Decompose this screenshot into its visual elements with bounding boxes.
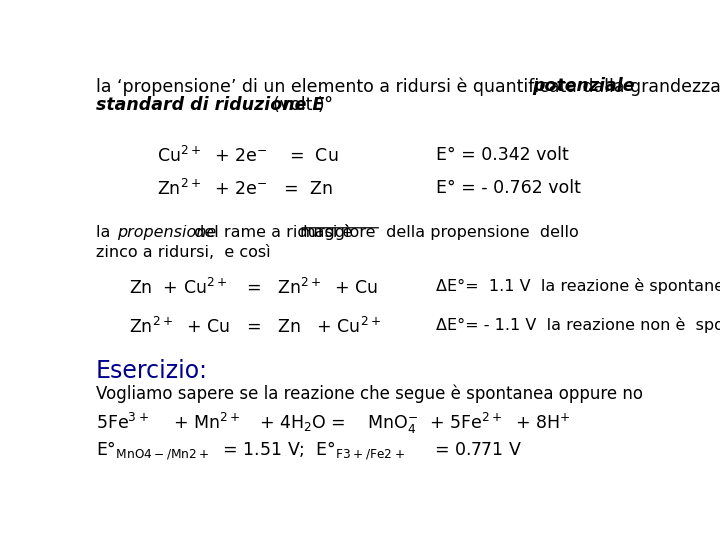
Text: Esercizio:: Esercizio: [96,359,207,383]
Text: standard di riduzione E°: standard di riduzione E° [96,96,333,114]
Text: Cu$^{2+}$  + 2e$^{-}$    =  Cu: Cu$^{2+}$ + 2e$^{-}$ = Cu [157,146,338,166]
Text: Zn  + Cu$^{2+}$   =   Zn$^{2+}$  + Cu: Zn + Cu$^{2+}$ = Zn$^{2+}$ + Cu [129,278,378,298]
Text: ΔE°= - 1.1 V  la reazione non è  spontanea: ΔE°= - 1.1 V la reazione non è spontanea [436,317,720,333]
Text: E° = - 0.762 volt: E° = - 0.762 volt [436,179,581,197]
Text: ΔE°=  1.1 V  la reazione è spontanea: ΔE°= 1.1 V la reazione è spontanea [436,278,720,294]
Text: Vogliamo sapere se la reazione che segue è spontanea oppure no: Vogliamo sapere se la reazione che segue… [96,384,642,403]
Text: Zn$^{2+}$  + Cu   =   Zn   + Cu$^{2+}$: Zn$^{2+}$ + Cu = Zn + Cu$^{2+}$ [129,317,381,338]
Text: (volt ): (volt ) [262,96,325,114]
Text: del rame a ridursi è: del rame a ridursi è [189,225,358,240]
Text: 5Fe$^{3+}$    + Mn$^{2+}$   + 4H$_2$O =    MnO$_4^{-}$  + 5Fe$^{2+}$  + 8H$^{+}$: 5Fe$^{3+}$ + Mn$^{2+}$ + 4H$_2$O = MnO$_… [96,411,570,436]
Text: la ‘propensione’ di un elemento a ridursi è quantificata dalla grandezza: la ‘propensione’ di un elemento a ridurs… [96,77,720,96]
Text: E$\degree$$_{\mathregular{MnO4-/Mn2+}}$  = 1.51 V;  E$\degree$$_{\mathregular{F3: E$\degree$$_{\mathregular{MnO4-/Mn2+}}$ … [96,440,522,462]
Text: maggiore: maggiore [300,225,376,240]
Text: la: la [96,225,115,240]
Text: della propensione  dello: della propensione dello [382,225,579,240]
Text: Zn$^{2+}$  + 2e$^{-}$   =  Zn: Zn$^{2+}$ + 2e$^{-}$ = Zn [157,179,333,199]
Text: zinco a ridursi,  e così: zinco a ridursi, e così [96,245,270,260]
Text: propensione: propensione [117,225,216,240]
Text: potenziale: potenziale [533,77,635,95]
Text: E° = 0.342 volt: E° = 0.342 volt [436,146,569,164]
